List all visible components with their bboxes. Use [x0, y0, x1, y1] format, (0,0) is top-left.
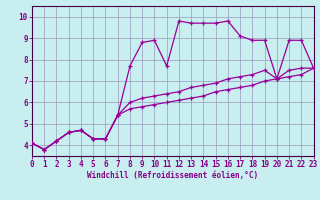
- X-axis label: Windchill (Refroidissement éolien,°C): Windchill (Refroidissement éolien,°C): [87, 171, 258, 180]
